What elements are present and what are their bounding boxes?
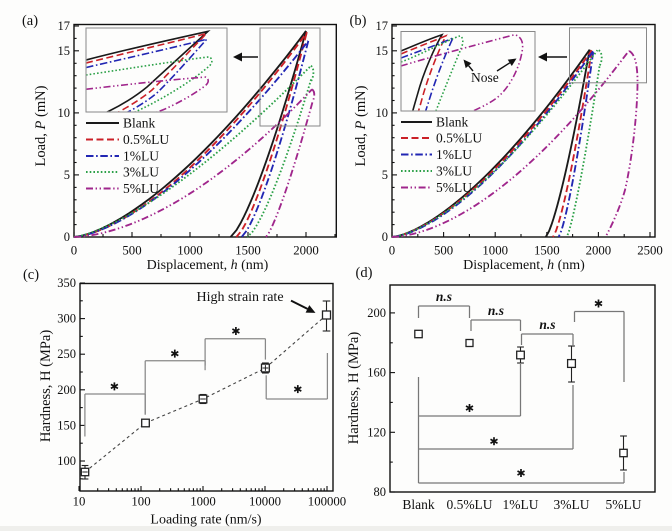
svg-text:Displacement, h (nm): Displacement, h (nm) <box>147 258 269 273</box>
svg-text:350: 350 <box>57 276 76 290</box>
svg-text:15: 15 <box>58 44 71 58</box>
svg-text:Blank: Blank <box>436 115 468 130</box>
svg-text:10000: 10000 <box>249 495 281 509</box>
svg-text:2000: 2000 <box>293 244 319 258</box>
svg-text:Displacement, h (nm): Displacement, h (nm) <box>463 258 585 273</box>
svg-text:(c): (c) <box>23 267 39 283</box>
svg-text:Load, P (mN): Load, P (mN) <box>33 85 49 166</box>
svg-text:500: 500 <box>122 244 141 258</box>
svg-text:200: 200 <box>367 306 386 320</box>
svg-text:Hardness, H (MPa): Hardness, H (MPa) <box>38 330 54 443</box>
svg-text:10: 10 <box>73 495 86 509</box>
svg-text:200: 200 <box>57 383 76 397</box>
svg-text:1%LU: 1%LU <box>503 497 539 512</box>
svg-text:3%LU: 3%LU <box>123 165 159 180</box>
svg-text:0: 0 <box>382 230 388 244</box>
svg-text:100: 100 <box>131 495 150 509</box>
svg-text:150: 150 <box>57 418 76 432</box>
svg-text:160: 160 <box>367 366 386 380</box>
svg-text:High strain rate: High strain rate <box>196 290 283 305</box>
svg-text:1000: 1000 <box>177 244 203 258</box>
svg-text:5: 5 <box>382 168 388 182</box>
svg-text:1500: 1500 <box>235 244 261 258</box>
svg-text:3%LU: 3%LU <box>554 497 590 512</box>
svg-text:Loading rate (nm/s): Loading rate (nm/s) <box>150 513 262 528</box>
svg-text:120: 120 <box>367 425 386 439</box>
svg-text:17: 17 <box>58 19 71 33</box>
svg-text:(d): (d) <box>356 265 373 281</box>
svg-text:100000: 100000 <box>308 495 346 509</box>
svg-text:5: 5 <box>64 168 70 182</box>
svg-text:Blank: Blank <box>402 497 434 512</box>
svg-text:0.5%LU: 0.5%LU <box>436 131 482 146</box>
svg-text:10: 10 <box>58 106 71 120</box>
svg-text:0: 0 <box>64 230 70 244</box>
svg-text:10: 10 <box>376 106 389 120</box>
svg-text:100: 100 <box>57 454 76 468</box>
svg-text:(b): (b) <box>350 13 367 29</box>
svg-text:Load, P (mN): Load, P (mN) <box>353 85 369 166</box>
svg-text:0: 0 <box>389 244 395 258</box>
svg-text:5%LU: 5%LU <box>123 181 159 196</box>
svg-text:500: 500 <box>434 244 453 258</box>
svg-text:0.5%LU: 0.5%LU <box>123 132 169 147</box>
svg-text:17: 17 <box>376 19 389 33</box>
svg-text:3%LU: 3%LU <box>436 164 472 179</box>
svg-text:n.s: n.s <box>436 289 452 304</box>
svg-text:1%LU: 1%LU <box>123 149 159 164</box>
svg-text:1000: 1000 <box>190 495 216 509</box>
svg-text:2000: 2000 <box>586 244 612 258</box>
svg-text:1000: 1000 <box>482 244 508 258</box>
svg-text:Hardness, H (MPa): Hardness, H (MPa) <box>346 332 362 445</box>
svg-text:n.s: n.s <box>488 303 504 318</box>
svg-text:15: 15 <box>376 44 389 58</box>
svg-text:80: 80 <box>374 485 387 499</box>
svg-text:5%LU: 5%LU <box>436 180 472 195</box>
svg-text:1500: 1500 <box>534 244 560 258</box>
svg-text:n.s: n.s <box>539 317 555 332</box>
svg-text:(a): (a) <box>22 13 38 29</box>
svg-text:Blank: Blank <box>123 116 155 131</box>
svg-text:2500: 2500 <box>637 244 663 258</box>
svg-text:250: 250 <box>57 347 76 361</box>
svg-text:Nose: Nose <box>471 70 499 85</box>
svg-text:0: 0 <box>71 244 77 258</box>
svg-text:5%LU: 5%LU <box>606 497 642 512</box>
svg-text:300: 300 <box>57 312 76 326</box>
svg-text:1%LU: 1%LU <box>436 147 472 162</box>
svg-text:0.5%LU: 0.5%LU <box>446 497 492 512</box>
